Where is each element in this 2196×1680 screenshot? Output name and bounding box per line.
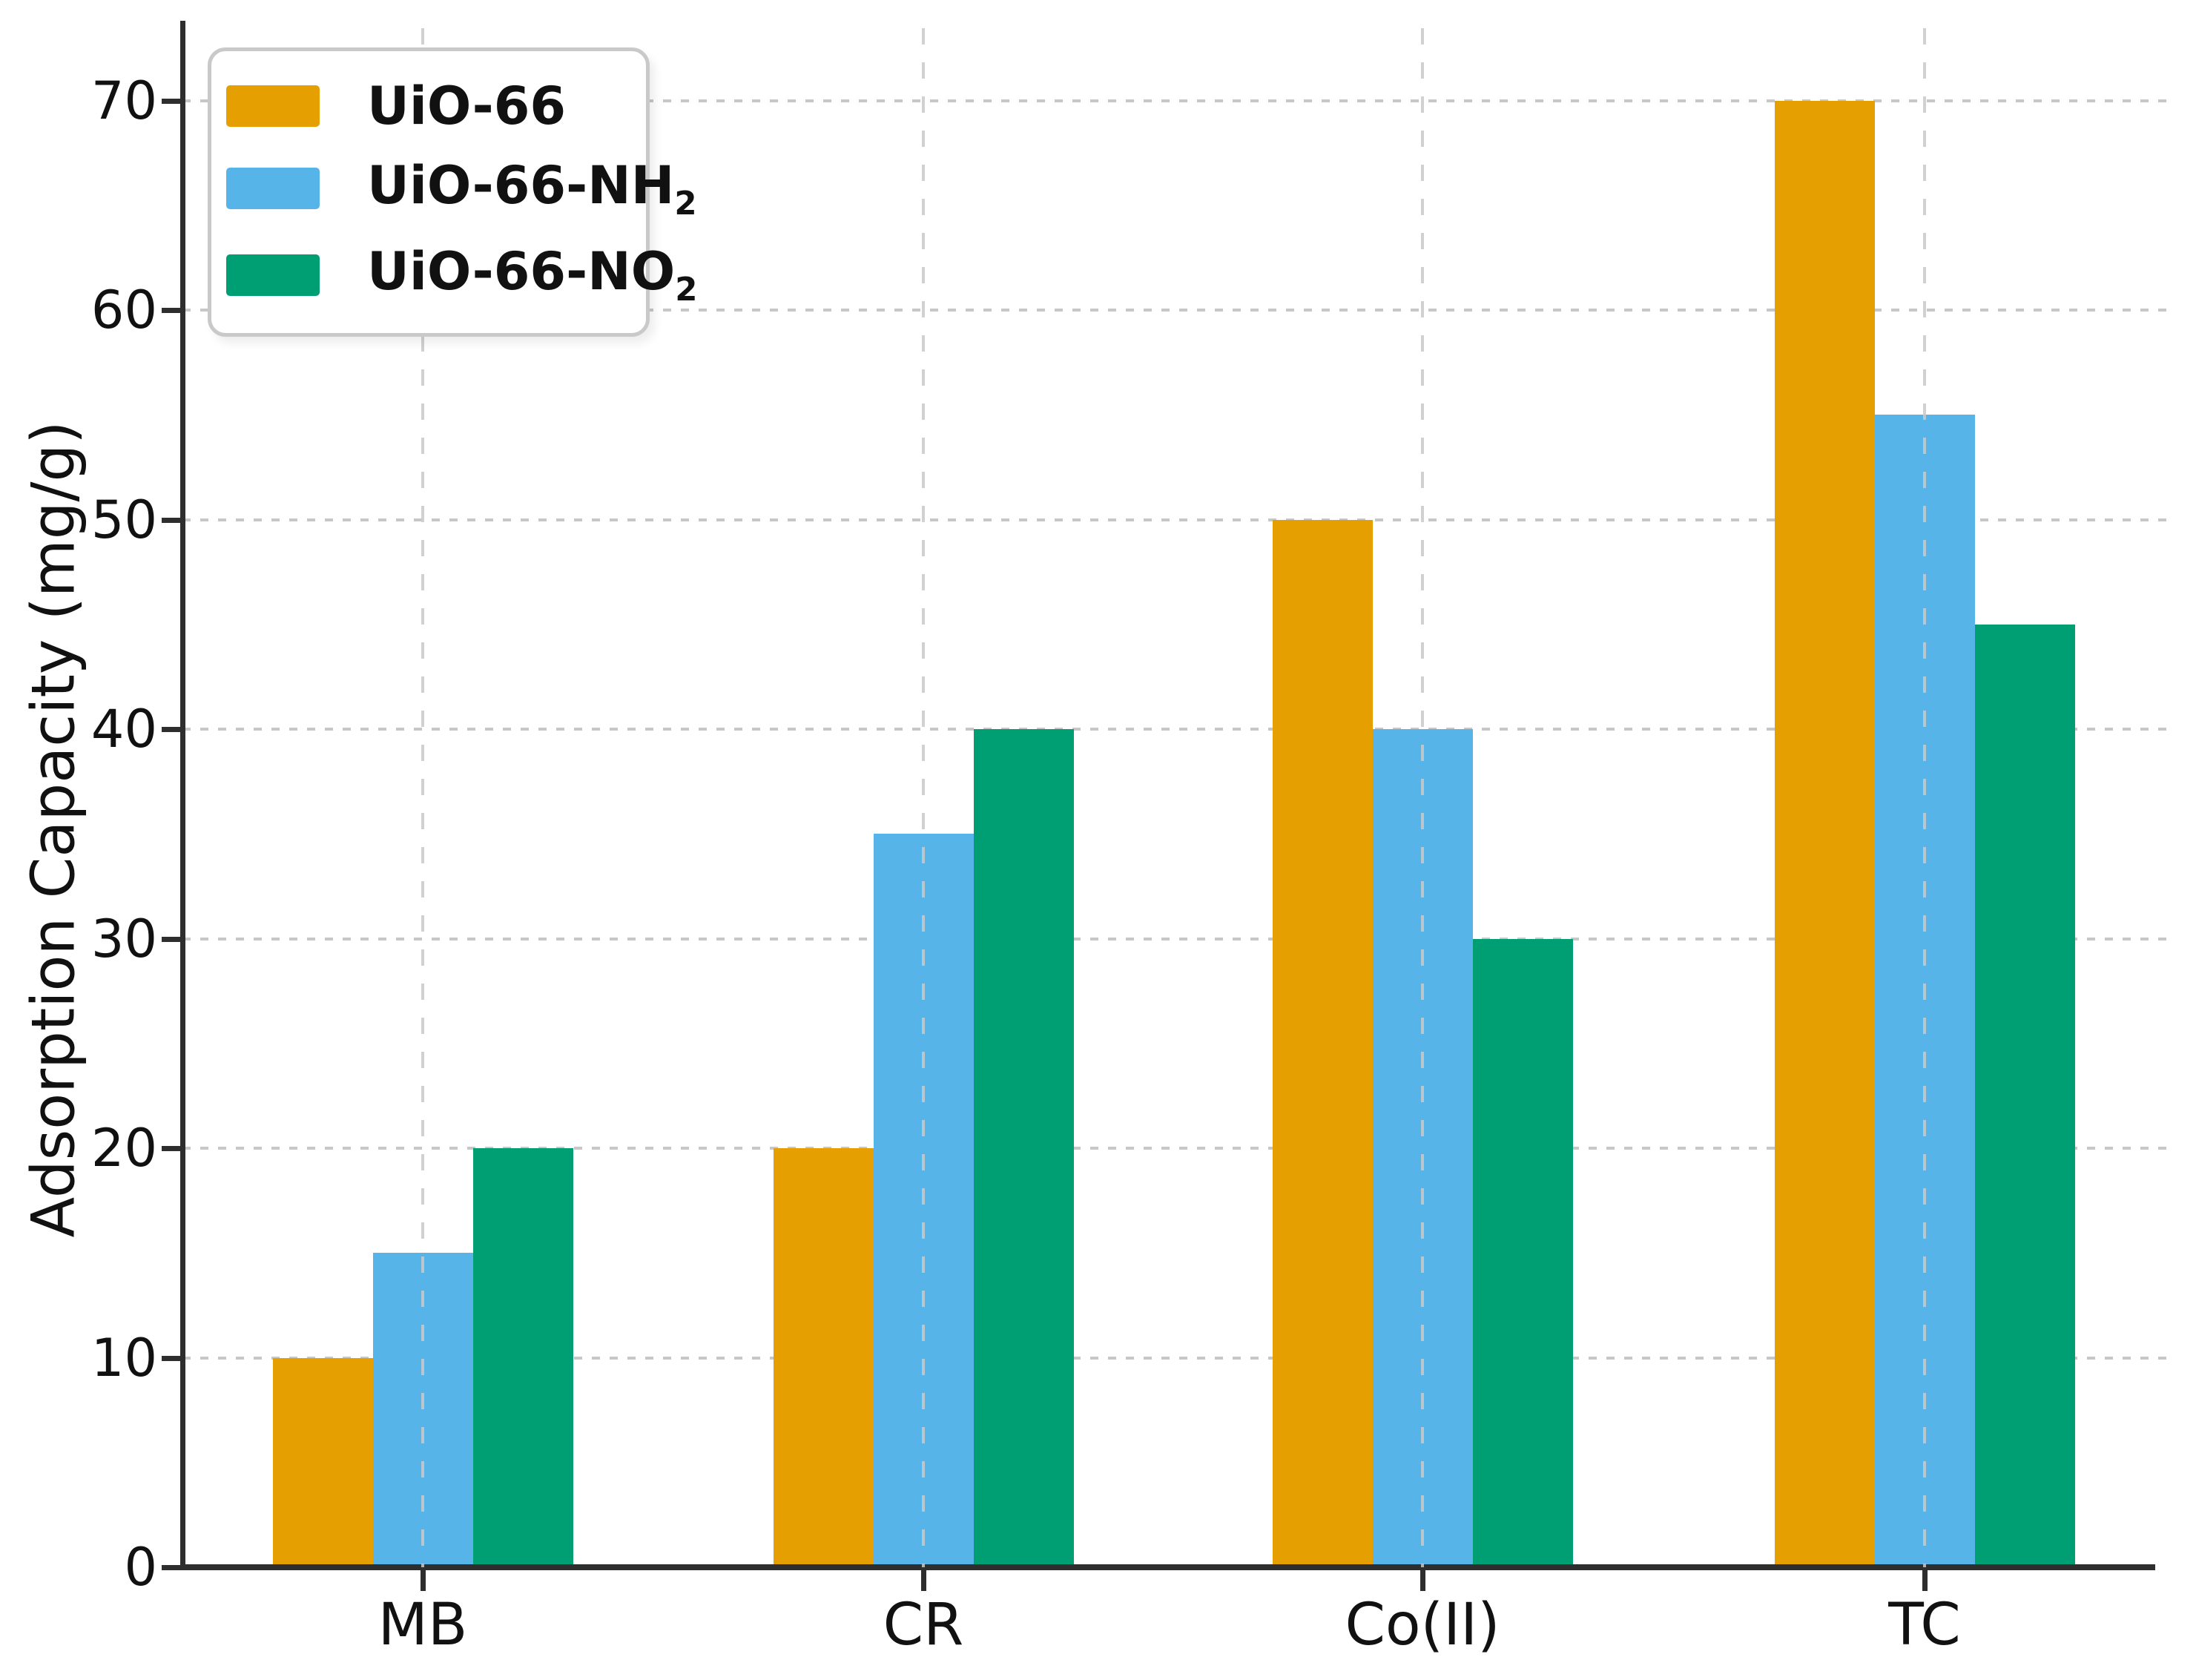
legend-item: UiO-66-NO2 xyxy=(226,241,697,309)
y-axis-spine xyxy=(180,21,185,1570)
horizontal-gridline xyxy=(182,99,2169,102)
horizontal-gridline xyxy=(182,518,2169,521)
bar-coii-series-3 xyxy=(1472,939,1573,1565)
vertical-gridline xyxy=(922,28,925,1567)
bar-tc-series-1 xyxy=(1774,101,1875,1565)
y-tick-mark xyxy=(162,518,182,523)
y-tick-mark xyxy=(162,1146,182,1151)
legend-swatch xyxy=(226,168,320,210)
legend-label: UiO-66 xyxy=(367,75,567,136)
legend-label: UiO-66-NO2 xyxy=(367,240,698,309)
y-tick-label: 50 xyxy=(90,490,157,550)
y-tick-label: 30 xyxy=(90,909,157,969)
x-tick-label: CR xyxy=(883,1592,964,1658)
x-tick-mark xyxy=(421,1567,426,1591)
x-tick-label: MB xyxy=(377,1592,468,1658)
y-tick-label: 40 xyxy=(90,699,157,760)
y-tick-label: 0 xyxy=(124,1537,157,1598)
x-tick-mark xyxy=(1420,1567,1425,1591)
x-tick-label: TC xyxy=(1888,1592,1961,1658)
y-tick-mark xyxy=(162,1356,182,1361)
vertical-gridline xyxy=(1923,28,1926,1567)
y-tick-mark xyxy=(162,937,182,942)
y-tick-label: 10 xyxy=(90,1328,157,1389)
x-tick-mark xyxy=(1922,1567,1928,1591)
x-tick-label: Co(II) xyxy=(1345,1592,1500,1658)
bar-tc-series-3 xyxy=(1974,625,2075,1565)
legend-swatch xyxy=(226,85,320,127)
horizontal-gridline xyxy=(182,1147,2169,1150)
bar-cr-series-1 xyxy=(773,1148,874,1565)
legend-swatch xyxy=(226,254,320,296)
legend-item: UiO-66 xyxy=(226,76,646,136)
y-tick-mark xyxy=(162,308,182,313)
x-axis-spine xyxy=(180,1564,2155,1570)
horizontal-gridline xyxy=(182,1357,2169,1360)
bar-coii-series-1 xyxy=(1272,520,1373,1565)
bar-mb-series-3 xyxy=(472,1148,573,1565)
horizontal-gridline xyxy=(182,309,2169,312)
bar-cr-series-3 xyxy=(973,729,1074,1565)
legend: UiO-66 UiO-66-NH2 UiO-66-NO2 xyxy=(208,47,697,337)
y-tick-label: 60 xyxy=(90,280,157,340)
horizontal-gridline xyxy=(182,728,2169,731)
y-tick-mark xyxy=(162,99,182,104)
y-tick-label: 70 xyxy=(90,70,157,131)
y-tick-mark xyxy=(162,1565,182,1570)
vertical-gridline xyxy=(421,28,424,1567)
legend-item: UiO-66-NH2 xyxy=(226,155,697,223)
y-tick-label: 20 xyxy=(90,1118,157,1179)
bar-mb-series-1 xyxy=(272,1358,373,1565)
y-tick-mark xyxy=(162,727,182,732)
horizontal-gridline xyxy=(182,938,2169,941)
legend-label: UiO-66-NH2 xyxy=(367,154,697,223)
vertical-gridline xyxy=(1421,28,1424,1567)
x-tick-mark xyxy=(921,1567,926,1591)
